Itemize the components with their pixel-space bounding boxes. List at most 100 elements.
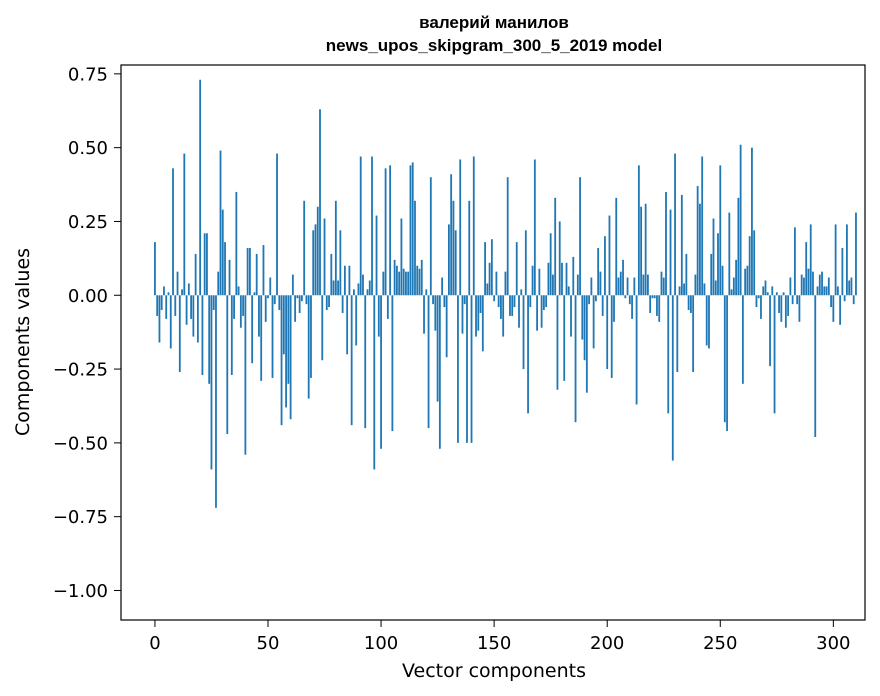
bar	[574, 295, 577, 423]
bar	[762, 286, 765, 296]
bar	[405, 271, 407, 296]
bar	[219, 150, 222, 296]
bar	[732, 277, 735, 296]
bar	[579, 177, 581, 296]
bar	[206, 233, 208, 296]
bar	[409, 165, 412, 296]
bar	[594, 295, 597, 302]
bar	[518, 295, 520, 328]
bar	[529, 295, 532, 308]
bar	[773, 295, 776, 414]
bar	[527, 295, 529, 414]
bar	[581, 295, 584, 340]
bar	[852, 295, 855, 305]
bar	[685, 253, 688, 296]
bar	[176, 271, 179, 296]
bar	[531, 265, 534, 296]
bar	[321, 295, 324, 361]
bar	[744, 268, 747, 296]
bar	[751, 147, 753, 296]
bar	[208, 295, 211, 384]
bar	[393, 259, 396, 296]
bar	[357, 283, 360, 296]
bar	[554, 197, 557, 296]
bar	[726, 295, 728, 432]
bar	[735, 259, 738, 296]
bar	[710, 253, 713, 296]
bar	[778, 295, 780, 313]
bar	[192, 295, 195, 337]
bar	[328, 295, 330, 308]
x-axis-label: Vector components	[402, 660, 586, 682]
bar	[228, 259, 231, 296]
bar	[504, 271, 507, 296]
bar	[486, 283, 489, 296]
bar	[183, 153, 186, 296]
bar	[809, 224, 812, 296]
bar	[402, 268, 405, 296]
bar	[601, 295, 604, 316]
bar	[337, 280, 339, 296]
y-tick-label: 0.25	[68, 212, 108, 233]
bar	[647, 274, 649, 296]
bar	[606, 295, 609, 370]
bar	[255, 253, 258, 296]
bar	[658, 295, 661, 322]
bar	[454, 230, 457, 296]
x-tick-label: 250	[703, 633, 737, 654]
bar	[395, 265, 398, 296]
bar	[312, 230, 315, 296]
bar	[221, 209, 224, 296]
bar	[669, 209, 672, 296]
bar	[429, 177, 432, 296]
bar	[346, 295, 349, 355]
bar	[500, 295, 502, 319]
bar	[542, 295, 545, 311]
bar	[450, 174, 453, 296]
y-tick-label: −0.50	[53, 433, 108, 454]
bar	[653, 295, 656, 299]
bar	[687, 295, 690, 311]
bar	[310, 295, 312, 378]
bar	[769, 295, 771, 367]
bar	[237, 286, 240, 296]
bar	[332, 280, 335, 296]
bar	[325, 295, 328, 311]
x-tick-label: 300	[816, 633, 850, 654]
bar	[181, 289, 183, 296]
bar	[233, 295, 235, 319]
bar	[477, 295, 480, 331]
bar	[533, 159, 536, 296]
bar	[631, 295, 633, 319]
bar	[382, 271, 385, 296]
bar	[416, 265, 419, 296]
bar	[509, 295, 511, 316]
bar	[588, 295, 591, 305]
bar	[848, 280, 851, 296]
bar	[400, 218, 403, 296]
bar	[251, 295, 254, 364]
bar	[651, 295, 654, 299]
bar	[203, 233, 206, 296]
bar	[823, 286, 826, 296]
bar	[285, 295, 287, 408]
bar	[622, 259, 624, 296]
bar	[260, 295, 263, 381]
bar	[167, 292, 170, 296]
bar	[493, 295, 496, 302]
bar	[502, 295, 505, 337]
bar	[246, 248, 249, 296]
bar	[294, 295, 297, 322]
bars-group	[154, 79, 857, 508]
bar	[154, 242, 156, 296]
y-tick-label: −0.25	[53, 360, 108, 381]
bar	[296, 295, 299, 299]
bar	[235, 191, 238, 296]
bar	[567, 286, 570, 296]
bar	[343, 265, 346, 296]
bar	[330, 253, 333, 296]
bar	[301, 295, 303, 302]
bar	[199, 79, 202, 296]
bar	[626, 277, 629, 296]
bar	[457, 295, 459, 443]
